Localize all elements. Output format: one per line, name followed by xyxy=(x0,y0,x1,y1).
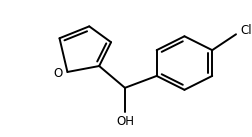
Text: O: O xyxy=(53,67,62,80)
Text: OH: OH xyxy=(116,115,134,128)
Text: Cl: Cl xyxy=(240,24,252,37)
